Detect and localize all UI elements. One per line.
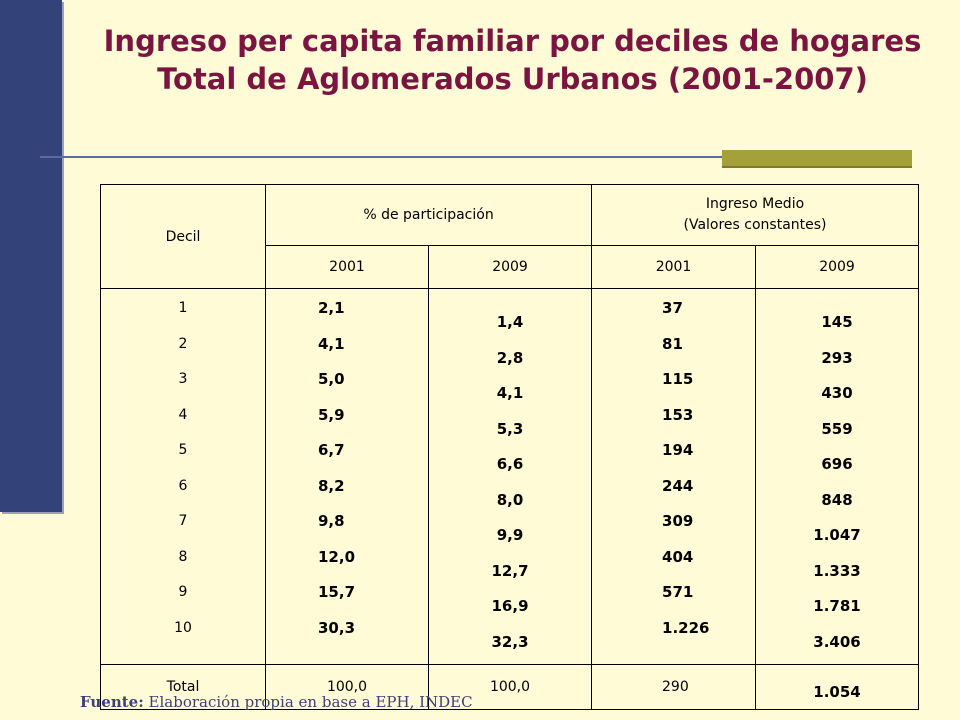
decil-value: 9 — [178, 584, 188, 600]
participacion-2001-value: 9,8 — [318, 512, 345, 530]
decil-value: 7 — [178, 513, 188, 529]
participacion-2001-value: 2,1 — [318, 299, 345, 317]
participacion-2009-value: 32,3 — [491, 632, 529, 651]
ingreso-2001-value: 244 — [662, 476, 694, 495]
ingreso-2009-value: 1.333 — [813, 561, 861, 580]
participacion-2001-value: 4,1 — [318, 334, 345, 353]
ingreso-2009-value: 848 — [821, 490, 853, 509]
participacion-2009-value: 9,9 — [496, 526, 524, 544]
page-title: Ingreso per capita familiar por deciles … — [103, 24, 922, 96]
participacion-2009-value: 8,0 — [496, 490, 524, 509]
header-participacion: % de participación — [264, 184, 593, 246]
ingreso-2009-value: 430 — [821, 384, 853, 402]
total-ingreso-2001: 290 — [591, 664, 757, 710]
ingreso-2009-value: 1.781 — [813, 597, 861, 615]
table-total-row: Total 100,0 100,0 290 1.054 — [100, 664, 920, 710]
ingreso-2009-column: 145 293 430 559 696 848 1.047 1.333 1.78… — [755, 288, 920, 665]
decil-value: 10 — [174, 619, 192, 636]
title-divider-accent — [722, 150, 912, 166]
decil-column: 1 2 3 4 5 6 7 8 9 10 — [100, 288, 266, 665]
participacion-2009-value: 5,3 — [496, 419, 524, 438]
participacion-2009-value: 4,1 — [496, 384, 524, 402]
participacion-2001-value: 12,0 — [318, 547, 356, 566]
source-text: Elaboración propia en base a EPH, INDEC — [148, 693, 473, 711]
header-year-participacion-2001: 2001 — [265, 245, 429, 289]
total-participacion-2009: 100,0 — [427, 664, 593, 710]
left-decorative-bar — [0, 0, 62, 512]
total-label: Total — [100, 664, 266, 710]
decil-value: 5 — [178, 442, 188, 458]
header-decil: Decil — [100, 184, 266, 289]
header-year-ingreso-2009: 2009 — [755, 245, 920, 289]
ingreso-2009-value: 1.047 — [813, 526, 861, 544]
participacion-2009-value: 2,8 — [496, 348, 524, 367]
participacion-2009-column: 1,4 2,8 4,1 5,3 6,6 8,0 9,9 12,7 16,9 32… — [427, 288, 593, 665]
participacion-2009-value: 12,7 — [491, 561, 529, 580]
header-ingreso-medio: Ingreso Medio (Valores constantes) — [591, 184, 920, 246]
participacion-2001-value: 5,0 — [318, 370, 345, 388]
decil-value: 6 — [178, 477, 188, 494]
decil-value: 3 — [178, 371, 188, 387]
income-deciles-table: Decil % de participación Ingreso Medio (… — [100, 184, 920, 710]
participacion-2009-value: 1,4 — [496, 313, 524, 331]
ingreso-2001-value: 571 — [662, 583, 694, 601]
participacion-2009-value: 16,9 — [491, 597, 529, 615]
participacion-2001-value: 6,7 — [318, 441, 345, 459]
decil-value: 2 — [178, 335, 188, 352]
source-note: Fuente: Elaboración propia en base a EPH… — [80, 693, 473, 711]
decil-value: 8 — [178, 548, 188, 565]
ingreso-2001-value: 115 — [662, 370, 694, 388]
ingreso-2001-column: 37 81 115 153 194 244 309 404 571 1.226 — [591, 288, 757, 665]
title-divider-line — [40, 156, 912, 158]
ingreso-2001-value: 81 — [662, 334, 683, 353]
table-body-row: 1 2 3 4 5 6 7 8 9 10 2,1 4,1 5,0 5,9 6,7… — [100, 288, 920, 665]
header-year-participacion-2009: 2009 — [427, 245, 593, 289]
participacion-2001-value: 15,7 — [318, 583, 356, 601]
ingreso-2001-value: 1.226 — [662, 618, 710, 637]
source-label: Fuente: — [80, 693, 144, 711]
ingreso-2009-list: 145 293 430 559 696 848 1.047 1.333 1.78… — [756, 295, 918, 664]
ingreso-2009-value: 3.406 — [813, 632, 861, 651]
ingreso-2001-value: 404 — [662, 547, 694, 566]
ingreso-2009-value: 559 — [821, 419, 853, 438]
ingreso-2009-value: 293 — [821, 348, 853, 367]
participacion-2009-value: 6,6 — [496, 455, 524, 473]
header-ingreso-line1: Ingreso Medio — [705, 196, 805, 212]
ingreso-2001-value: 194 — [662, 441, 694, 459]
decil-value: 1 — [178, 300, 188, 316]
ingreso-2001-value: 153 — [662, 405, 694, 424]
header-ingreso-line2: (Valores constantes) — [683, 217, 827, 233]
ingreso-2001-value: 309 — [662, 512, 694, 530]
participacion-2001-column: 2,1 4,1 5,0 5,9 6,7 8,2 9,8 12,0 15,7 30… — [265, 288, 429, 665]
participacion-2001-value: 8,2 — [318, 476, 345, 495]
total-ingreso-2009: 1.054 — [755, 664, 920, 710]
decil-value: 4 — [178, 406, 188, 423]
ingreso-2001-value: 37 — [662, 299, 683, 317]
header-year-ingreso-2001: 2001 — [591, 245, 757, 289]
ingreso-2009-value: 145 — [821, 313, 853, 331]
participacion-2001-value: 30,3 — [318, 618, 356, 637]
ingreso-2009-value: 696 — [821, 455, 853, 473]
total-participacion-2001: 100,0 — [265, 664, 429, 710]
participacion-2001-value: 5,9 — [318, 405, 345, 424]
participacion-2009-list: 1,4 2,8 4,1 5,3 6,6 8,0 9,9 12,7 16,9 32… — [429, 295, 591, 664]
